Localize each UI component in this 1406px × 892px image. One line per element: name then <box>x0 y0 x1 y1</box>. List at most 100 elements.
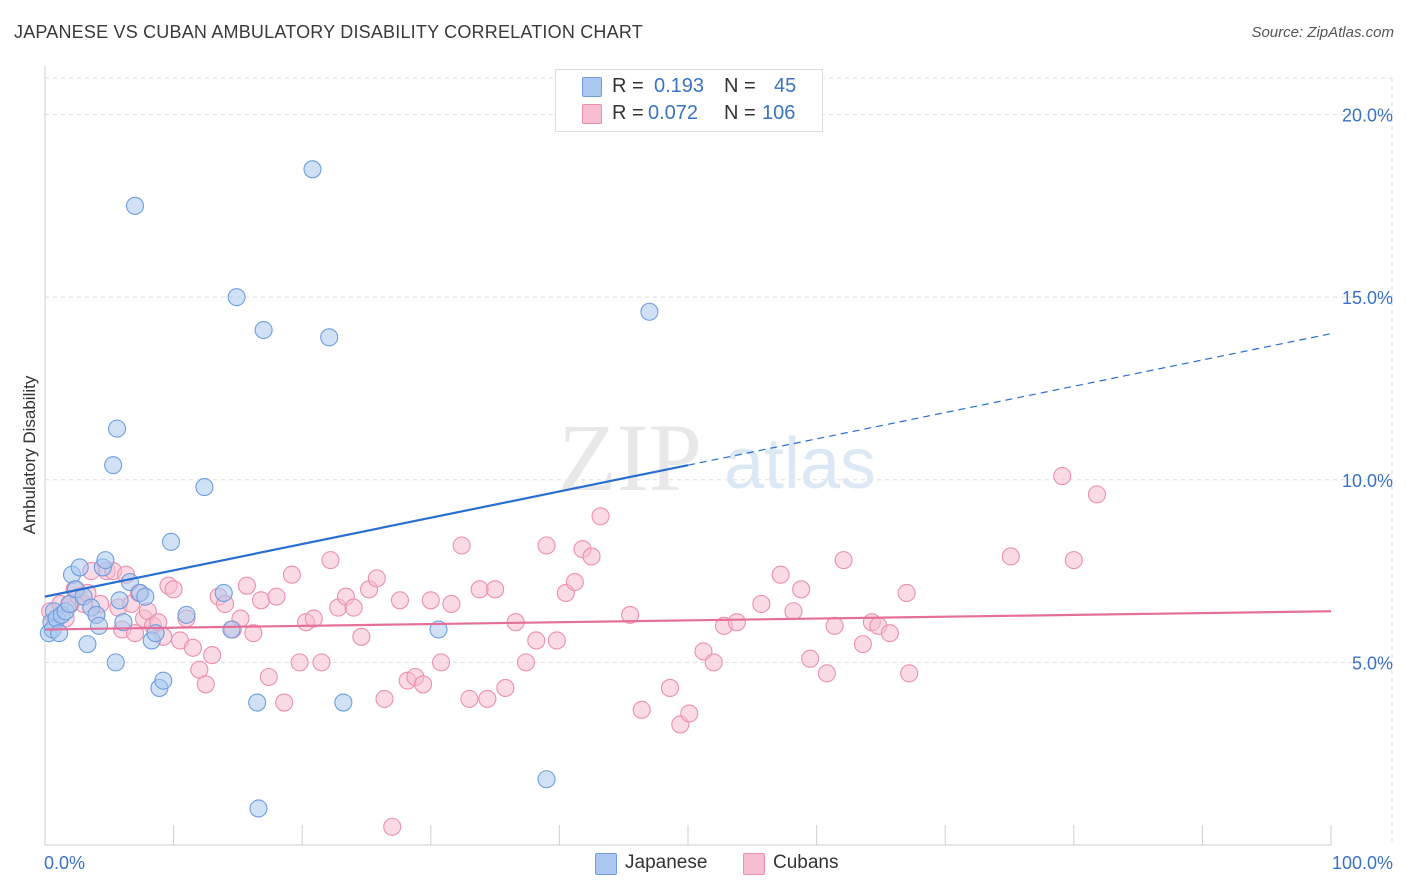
cubans-point <box>565 572 584 592</box>
japanese-point <box>214 583 233 603</box>
japanese-point <box>161 532 181 551</box>
cubans-point <box>352 627 371 646</box>
grid <box>45 77 1393 845</box>
cubans-point <box>367 569 386 588</box>
cubans-point <box>290 653 309 672</box>
cubans-point <box>834 551 853 570</box>
cubans-swatch <box>582 104 602 124</box>
japanese-point <box>249 799 268 818</box>
japanese-point <box>114 613 133 632</box>
y-tick-label: 20.0% <box>1342 106 1393 126</box>
cubans-point <box>771 565 790 584</box>
cubans-point <box>727 613 746 632</box>
japanese-point <box>254 320 273 340</box>
watermark-atlas: atlas <box>724 424 876 504</box>
japanese-trend-line <box>44 464 689 598</box>
cubans-point <box>853 635 872 654</box>
cubans-point <box>321 551 340 570</box>
y-axis-label: Ambulatory Disability <box>20 375 39 534</box>
cubans-point <box>251 591 271 610</box>
cubans-point <box>632 700 651 719</box>
cubans-point <box>282 565 301 584</box>
cubans-point <box>244 624 263 643</box>
cubans-point <box>1001 547 1020 566</box>
cubans-point <box>784 602 803 621</box>
japanese-point <box>248 693 267 712</box>
cubans-point <box>344 598 363 617</box>
japanese-point <box>106 653 125 672</box>
cubans-point <box>304 609 323 628</box>
cubans-point <box>900 664 919 683</box>
n-value: 45 <box>774 75 797 97</box>
japanese-swatch <box>595 853 617 875</box>
japanese-point <box>110 591 129 610</box>
cubans-point <box>792 580 811 599</box>
cubans-point <box>421 591 440 610</box>
japanese-point <box>107 419 127 438</box>
watermark: ZIP atlas <box>558 404 876 511</box>
legend-label: Japanese <box>625 852 708 873</box>
cubans-point <box>196 675 215 694</box>
cubans-point <box>267 587 286 606</box>
watermark-zip: ZIP <box>558 404 702 511</box>
r-label: R = <box>612 102 644 124</box>
cubans-point <box>259 667 278 687</box>
cubans-point <box>183 638 202 657</box>
x-tick-label: 0.0% <box>44 853 85 873</box>
cubans-point <box>547 631 566 650</box>
axes <box>44 66 1332 846</box>
cubans-point <box>275 693 294 712</box>
x-tick-label: 100.0% <box>1332 853 1393 873</box>
japanese-point <box>104 456 123 475</box>
japanese-point <box>227 288 246 307</box>
cubans-point <box>442 594 461 613</box>
trend-lines <box>44 333 1332 631</box>
cubans-point <box>537 536 556 555</box>
japanese-point <box>177 605 196 624</box>
cubans-point <box>1053 467 1072 486</box>
japanese-point <box>136 587 155 606</box>
cubans-point <box>897 583 916 603</box>
japanese-point <box>320 328 339 347</box>
japanese-point <box>222 620 241 639</box>
n-label: N = <box>724 102 756 124</box>
r-value: 0.072 <box>648 102 699 124</box>
cubans-point <box>390 591 409 610</box>
source-label: Source: ZipAtlas.com <box>1251 24 1394 41</box>
cubans-point <box>237 576 256 595</box>
cubans-point <box>375 689 394 708</box>
stats-legend: R = 0.193 N = 45 R = 0.072 N = 106 <box>555 69 823 132</box>
cubans-point <box>582 547 601 566</box>
cubans-point <box>801 649 820 668</box>
cubans-point <box>452 536 471 555</box>
y-tick-label: 10.0% <box>1342 471 1393 491</box>
cubans-point <box>1087 485 1106 504</box>
r-value: 0.193 <box>654 75 705 97</box>
cubans-point <box>680 704 699 723</box>
cubans-point <box>460 689 479 708</box>
cubans-point <box>660 678 680 697</box>
cubans-trend-line <box>44 610 1332 631</box>
cubans-point <box>203 646 222 665</box>
cubans-point <box>414 675 433 694</box>
n-label: N = <box>724 75 756 97</box>
cubans-point <box>432 653 451 672</box>
japanese-point <box>640 302 659 321</box>
cubans-point <box>527 631 546 650</box>
tick-labels: 5.0% 10.0% 15.0% 20.0% 0.0% 100.0% <box>44 106 1393 873</box>
cubans-point <box>516 653 536 672</box>
japanese-point <box>96 551 115 570</box>
japanese-point <box>334 693 353 712</box>
japanese-swatch <box>582 77 602 97</box>
japanese-point <box>429 620 448 639</box>
chart-title: JAPANESE VS CUBAN AMBULATORY DISABILITY … <box>14 22 643 42</box>
cubans-point <box>880 624 899 643</box>
japanese-point <box>89 616 109 635</box>
japanese-point <box>303 160 322 179</box>
cubans-point <box>621 605 640 624</box>
cubans-point <box>825 616 844 635</box>
cubans-point <box>1064 551 1083 570</box>
cubans-point <box>312 653 331 672</box>
japanese-trend-extension <box>687 333 1332 466</box>
